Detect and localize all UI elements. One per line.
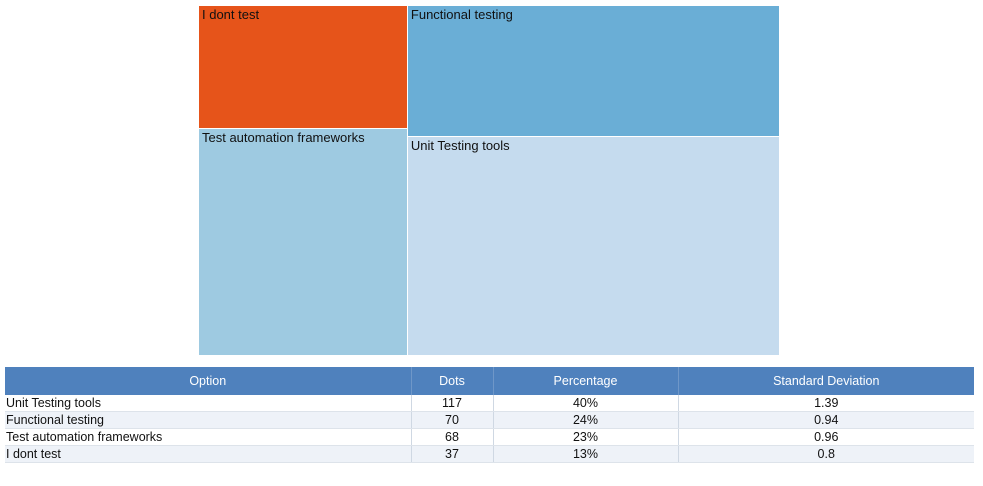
- cell-dots: 117: [411, 395, 494, 412]
- tile-unit-testing-tools: Unit Testing tools: [407, 137, 780, 356]
- table-row: Test automation frameworks 68 23% 0.96: [5, 428, 974, 446]
- cell-percentage: 13%: [493, 445, 679, 463]
- cell-std-dev: 0.8: [678, 445, 974, 463]
- header-standard-deviation: Standard Deviation: [678, 367, 974, 395]
- table-row: Functional testing 70 24% 0.94: [5, 411, 974, 429]
- cell-dots: 70: [411, 411, 494, 429]
- table-header-row: Option Dots Percentage Standard Deviatio…: [5, 367, 974, 395]
- results-table: Option Dots Percentage Standard Deviatio…: [5, 367, 974, 463]
- cell-std-dev: 1.39: [678, 395, 974, 412]
- cell-option: Functional testing: [5, 411, 412, 429]
- cell-option: Unit Testing tools: [5, 395, 412, 412]
- cell-percentage: 24%: [493, 411, 679, 429]
- tile-test-automation-frameworks: Test automation frameworks: [199, 129, 408, 356]
- tile-functional-testing: Functional testing: [407, 6, 780, 138]
- tile-label-test-automation-frameworks: Test automation frameworks: [202, 130, 365, 146]
- cell-option: Test automation frameworks: [5, 428, 412, 446]
- header-option: Option: [5, 367, 412, 395]
- tile-label-functional-testing: Functional testing: [410, 7, 513, 22]
- table-row: I dont test 37 13% 0.8: [5, 445, 974, 463]
- header-dots: Dots: [411, 367, 494, 395]
- cell-std-dev: 0.94: [678, 411, 974, 429]
- cell-dots: 37: [411, 445, 494, 463]
- cell-std-dev: 0.96: [678, 428, 974, 446]
- cell-dots: 68: [411, 428, 494, 446]
- tile-label-i-dont-test: I dont test: [202, 7, 260, 22]
- header-percentage: Percentage: [493, 367, 679, 395]
- cell-percentage: 40%: [493, 395, 679, 412]
- tile-label-unit-testing-tools: Unit Testing tools: [410, 138, 510, 154]
- cell-percentage: 23%: [493, 428, 679, 446]
- treemap-chart: I dont test Functional testing Test auto…: [199, 6, 780, 356]
- cell-option: I dont test: [5, 445, 412, 463]
- table-row: Unit Testing tools 117 40% 1.39: [5, 395, 974, 412]
- tile-i-dont-test: I dont test: [199, 6, 408, 130]
